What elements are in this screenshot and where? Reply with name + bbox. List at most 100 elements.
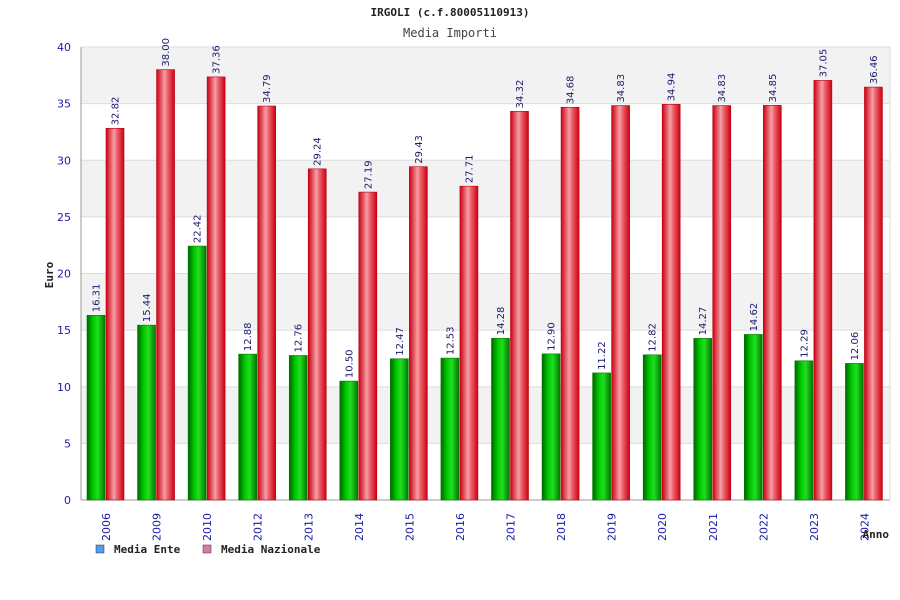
data-label: 12.29 [799, 329, 810, 358]
data-label: 15.44 [142, 294, 153, 323]
data-label: 36.46 [869, 55, 880, 84]
x-tick-label: 2024 [858, 513, 871, 541]
data-label: 16.31 [92, 284, 103, 313]
x-tick-label: 2023 [808, 513, 821, 541]
bar-media-ente-2024 [845, 363, 864, 501]
legend-label-media-nazionale: Media Nazionale [221, 543, 321, 556]
data-label: 34.83 [616, 74, 627, 103]
bar-media-nazionale-2018 [560, 106, 580, 501]
legend-swatch-media-nazionale [202, 544, 212, 554]
y-tick-labels: 0 5 10 15 20 25 30 35 40 [57, 41, 71, 507]
y-tick-label: 5 [64, 437, 71, 450]
y-tick-label: 20 [57, 268, 71, 281]
bar-media-nazionale-2013 [307, 168, 327, 501]
y-tick-label: 30 [57, 154, 71, 167]
bar-media-nazionale-2017 [510, 111, 529, 501]
data-label: 12.06 [850, 332, 861, 361]
data-label: 34.83 [717, 74, 728, 103]
bar-media-ente-2013 [288, 355, 308, 501]
y-axis-label: Euro [43, 261, 56, 288]
x-tick-label: 2018 [555, 513, 568, 541]
bar-media-nazionale-2012 [257, 105, 276, 501]
x-tick-label: 2013 [302, 513, 315, 541]
data-label: 37.05 [818, 49, 829, 78]
data-label: 14.28 [496, 307, 507, 336]
bar-media-ente-2019 [592, 372, 611, 501]
x-tick-label: 2021 [707, 513, 720, 541]
bar-media-ente-2006 [86, 314, 106, 501]
chart-title: IRGOLI (c.f.80005110913) [371, 6, 530, 19]
x-tick-labels: 2006 2009 2010 2012 2013 2014 2015 2016 2017 2018… [100, 513, 871, 541]
bars [86, 69, 883, 501]
data-label: 34.68 [566, 76, 577, 105]
x-tick-label: 2012 [252, 513, 265, 541]
bar-media-ente-2015 [390, 358, 409, 501]
data-label: 14.27 [698, 307, 709, 336]
y-tick-label: 40 [57, 41, 71, 54]
data-label: 12.90 [547, 322, 558, 351]
bar-media-nazionale-2024 [864, 86, 883, 501]
bar-media-ente-2010 [187, 245, 207, 501]
x-axis-label: Anno [863, 528, 890, 541]
x-tick-label: 2019 [606, 513, 619, 541]
data-label: 27.19 [363, 160, 374, 189]
y-tick-label: 10 [57, 381, 71, 394]
bar-media-ente-2020 [642, 354, 662, 501]
data-label: 12.82 [648, 323, 659, 352]
legend-label-media-ente: Media Ente [114, 543, 181, 556]
bar-media-nazionale-2015 [409, 166, 428, 501]
bar-media-nazionale-2006 [105, 128, 125, 501]
bar-media-ente-2017 [491, 337, 510, 501]
data-label: 32.82 [111, 97, 122, 126]
x-tick-label: 2020 [656, 513, 669, 541]
x-tick-label: 2016 [454, 513, 467, 541]
data-label: 10.50 [344, 349, 355, 378]
y-tick-label: 25 [57, 211, 71, 224]
data-labels: 16.31 32.82 15.44 38.00 22.42 37.36 12.88 34.79… [92, 38, 880, 378]
bar-media-ente-2014 [339, 380, 359, 501]
data-label: 34.94 [667, 73, 678, 102]
bar-media-ente-2012 [238, 353, 257, 501]
bar-media-nazionale-2016 [459, 185, 479, 501]
x-tick-label: 2022 [757, 513, 770, 541]
bar-media-ente-2016 [440, 357, 460, 501]
data-label: 34.85 [768, 74, 779, 103]
data-label: 38.00 [161, 38, 172, 67]
data-label: 29.24 [313, 137, 324, 166]
data-label: 34.32 [515, 80, 526, 109]
data-label: 12.76 [294, 324, 305, 353]
bar-media-nazionale-2010 [206, 76, 226, 501]
x-tick-label: 2017 [505, 513, 518, 541]
data-label: 12.88 [243, 322, 254, 351]
y-tick-label: 0 [64, 494, 71, 507]
bar-media-ente-2023 [794, 360, 814, 501]
bar-media-ente-2021 [693, 338, 713, 501]
y-tick-label: 35 [57, 98, 71, 111]
legend-swatch-media-ente [95, 544, 105, 554]
x-tick-label: 2014 [353, 513, 366, 541]
data-label: 14.62 [749, 303, 760, 332]
x-tick-label: 2006 [100, 513, 113, 541]
chart-subtitle: Media Importi [403, 26, 497, 40]
data-label: 12.53 [445, 326, 456, 355]
x-tick-label: 2009 [151, 513, 164, 541]
data-label: 27.71 [464, 155, 475, 184]
data-label: 12.47 [395, 327, 406, 356]
bar-media-nazionale-2009 [156, 69, 175, 501]
bar-media-nazionale-2014 [358, 191, 378, 501]
data-label: 22.42 [193, 214, 204, 243]
data-label: 29.43 [414, 135, 425, 164]
bar-media-nazionale-2020 [661, 104, 681, 501]
bar-media-nazionale-2022 [763, 105, 782, 501]
bar-media-ente-2018 [541, 353, 561, 501]
bar-media-nazionale-2021 [712, 105, 732, 501]
x-tick-label: 2015 [403, 513, 416, 541]
bar-media-ente-2022 [744, 334, 763, 501]
bar-media-ente-2009 [137, 324, 156, 501]
x-tick-label: 2010 [201, 513, 214, 541]
data-label: 11.22 [597, 341, 608, 370]
bar-media-nazionale-2019 [611, 105, 630, 501]
y-tick-label: 15 [57, 324, 71, 337]
bar-media-nazionale-2023 [813, 80, 833, 501]
